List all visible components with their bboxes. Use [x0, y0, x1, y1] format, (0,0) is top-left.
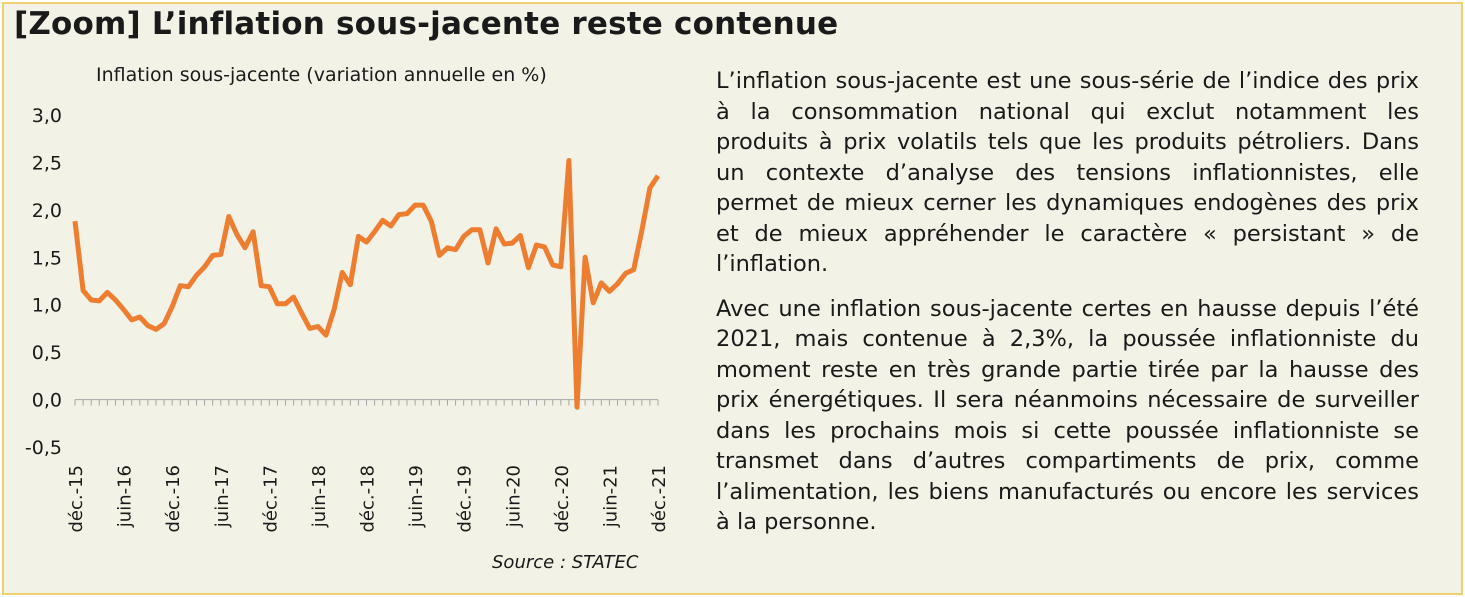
- chart-title: Inflation sous-jacente (variation annuel…: [96, 64, 547, 86]
- y-axis: -0,5 0,0 0,5 1,0 1,5 2,0 2,5 3,0: [25, 105, 62, 459]
- x-tick-label: juin-17: [212, 465, 233, 528]
- y-tick-label: -0,5: [25, 437, 62, 459]
- y-tick-label: 3,0: [32, 105, 62, 127]
- x-tick-label: juin-16: [115, 465, 136, 528]
- x-tick-label: déc.-19: [455, 465, 476, 533]
- x-tick-label: juin-20: [503, 465, 524, 528]
- x-tick-label: déc.-15: [66, 465, 87, 533]
- commentary: L’inflation sous-jacente est une sous-sé…: [716, 66, 1419, 552]
- x-tick-label: juin-21: [600, 465, 621, 528]
- series-group: [72, 158, 661, 410]
- series-line: [72, 158, 661, 410]
- x-tick-label: juin-18: [309, 465, 330, 528]
- y-tick-label: 1,0: [32, 295, 62, 317]
- x-tick-label: déc.-17: [260, 465, 281, 533]
- line-chart: -0,5 0,0 0,5 1,0 1,5 2,0 2,5 3,0 déc.-15 juin-16…: [25, 105, 670, 533]
- x-tick-label: déc.-20: [552, 465, 573, 533]
- x-tick-label: déc.-18: [358, 465, 379, 533]
- y-tick-label: 2,0: [32, 200, 62, 222]
- source-note: Source : STATEC: [492, 552, 639, 573]
- paragraph-1: L’inflation sous-jacente est une sous-sé…: [716, 68, 1419, 277]
- y-tick-label: 0,0: [32, 390, 62, 412]
- y-tick-label: 0,5: [32, 342, 62, 364]
- y-tick-label: 1,5: [32, 247, 62, 269]
- page-title: [Zoom] L’inflation sous-jacente reste co…: [14, 6, 839, 42]
- x-tick-label: déc.-21: [649, 465, 670, 533]
- x-tick-label: déc.-16: [163, 465, 184, 533]
- x-axis: déc.-15 juin-16 déc.-16 juin-17 déc.-17 juin-…: [66, 399, 670, 533]
- x-tick-label: juin-19: [406, 465, 427, 528]
- y-tick-label: 2,5: [32, 152, 62, 174]
- paragraph-2: Avec une inflation sous-jacente certes e…: [716, 295, 1419, 536]
